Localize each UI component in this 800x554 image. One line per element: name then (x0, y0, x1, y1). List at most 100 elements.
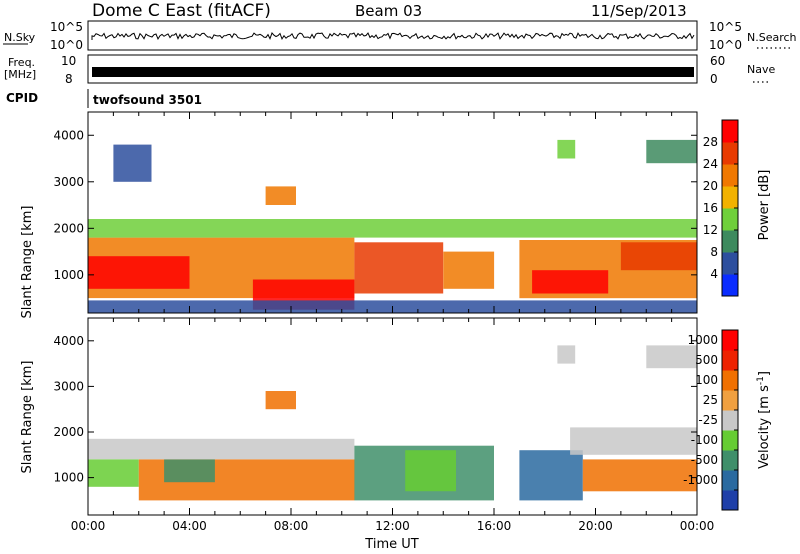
velocity-colorbar: 1000 500 100 25 -25 -100 -500 -1000 Velocity [m… (683, 329, 772, 511)
x-tick-label: 16:00 (477, 519, 512, 533)
heatmap-cell (88, 438, 355, 460)
y-tick-label: 1000 (53, 268, 84, 282)
x-tick-label: 12:00 (375, 519, 410, 533)
freq-tick-top: 10 (61, 54, 76, 68)
heatmap-cell (265, 186, 296, 205)
colorbar-segment (722, 410, 738, 431)
x-tick-label: 08:00 (274, 519, 309, 533)
colorbar-tick-label: -500 (691, 453, 718, 467)
colorbar-segment (722, 230, 738, 253)
date-label: 11/Sep/2013 (591, 2, 687, 20)
colorbar-tick-label: 25 (703, 393, 718, 407)
freq-label: Freq. (8, 56, 35, 69)
colorbar-segment (722, 350, 738, 371)
power-panel: 1000 2000 3000 4000 Slant Range [km] (20, 111, 698, 319)
power-ylabel: Slant Range [km] (20, 206, 35, 319)
colorbar-tick-label: -1000 (683, 473, 718, 487)
cpid-label: CPID (6, 91, 38, 105)
freq-strip: Freq. [MHz] 10 8 60 0 Nave (4, 54, 775, 86)
nsky-tick-bottom: 10^0 (50, 38, 83, 52)
nave-tick-bottom: 0 (710, 72, 718, 86)
colorbar-segment (722, 370, 738, 391)
velocity-heatmap (88, 345, 698, 501)
colorbar-tick-label: 12 (703, 223, 718, 237)
colorbar-segment (722, 430, 738, 451)
colorbar-segment (722, 390, 738, 411)
power-heatmap (88, 139, 698, 313)
heatmap-cell (88, 256, 190, 289)
nsearch-tick-top: 10^5 (709, 20, 742, 34)
heatmap-cell (88, 459, 139, 487)
colorbar-tick-label: -100 (691, 433, 718, 447)
colorbar-tick-label: 500 (695, 353, 718, 367)
heatmap-cell (405, 450, 456, 492)
colorbar-tick-label: 4 (710, 267, 718, 281)
x-tick-label: 00:00 (680, 519, 715, 533)
heatmap-cell (646, 139, 698, 164)
y-tick-label: 1000 (53, 471, 84, 485)
freq-band (92, 67, 694, 77)
heatmap-cell (443, 251, 495, 289)
heatmap-cell (265, 391, 296, 410)
colorbar-tick-label: 1000 (687, 333, 718, 347)
colorbar-segment (722, 470, 738, 491)
colorbar-tick-label: 16 (703, 201, 718, 215)
colorbar-segment (722, 120, 738, 143)
time-axis-label: Time UT (364, 537, 418, 552)
colorbar-segment (722, 490, 738, 511)
colorbar-tick-label: 20 (703, 179, 718, 193)
nsky-trace (91, 32, 695, 41)
nsearch-label: N.Search (747, 31, 797, 44)
y-tick-label: 2000 (53, 425, 84, 439)
freq-tick-bottom: 8 (65, 72, 73, 86)
station-title: Dome C East (fitACF) (92, 1, 271, 21)
heatmap-cell (532, 270, 609, 294)
colorbar-segment (722, 330, 738, 351)
colorbar-segment (722, 450, 738, 471)
beam-label: Beam 03 (355, 2, 422, 20)
heatmap-cell (582, 459, 697, 492)
y-tick-label: 3000 (53, 175, 84, 189)
power-y-axis: 1000 2000 3000 4000 (53, 128, 697, 282)
heatmap-cell (113, 144, 152, 182)
y-tick-label: 2000 (53, 221, 84, 235)
colorbar-segment (722, 186, 738, 209)
velocity-panel: 1000 2000 3000 4000 00:00 04:00 08:00 12:00 16:… (20, 317, 715, 552)
cpid-row: CPID twofsound 3501 (6, 89, 202, 108)
x-tick-label: 00:00 (71, 519, 106, 533)
heatmap-cell (557, 139, 576, 159)
nsearch-tick-bottom: 10^0 (709, 38, 742, 52)
colorbar-tick-label: 24 (703, 157, 718, 171)
nave-label: Nave (747, 63, 775, 76)
colorbar-segment (722, 274, 738, 297)
colorbar-tick-label: 100 (695, 373, 718, 387)
freq-unit: [MHz] (4, 68, 36, 81)
heatmap-cell (557, 345, 576, 364)
power-x-axis (87, 112, 698, 313)
colorbar-segment (722, 208, 738, 231)
nsky-label: N.Sky (4, 31, 36, 44)
heatmap-cell (646, 345, 698, 369)
power-colorbar-label: Power [dB] (757, 170, 772, 241)
colorbar-tick-label: 8 (710, 245, 718, 259)
x-tick-label: 20:00 (578, 519, 613, 533)
velocity-y-axis: 1000 2000 3000 4000 (53, 334, 697, 485)
heatmap-cell (164, 459, 215, 483)
colorbar-tick-label: -25 (698, 413, 718, 427)
y-tick-label: 3000 (53, 379, 84, 393)
x-tick-label: 04:00 (172, 519, 207, 533)
heatmap-cell (354, 242, 444, 294)
heatmap-cell (519, 450, 583, 501)
power-colorbar: 4 8 12 16 20 24 28 Power [dB] (703, 119, 772, 297)
nave-tick-top: 60 (710, 54, 725, 68)
y-tick-label: 4000 (53, 334, 84, 348)
velocity-colorbar-label: Velocity [m s-1] (756, 371, 772, 469)
heatmap-cell (88, 219, 697, 238)
nsky-tick-top: 10^5 (50, 20, 83, 34)
y-tick-label: 4000 (53, 128, 84, 142)
colorbar-segment (722, 142, 738, 165)
velocity-x-axis: 00:00 04:00 08:00 12:00 16:00 20:00 00:00 (71, 318, 715, 533)
colorbar-segment (722, 252, 738, 275)
heatmap-cell (570, 427, 697, 455)
